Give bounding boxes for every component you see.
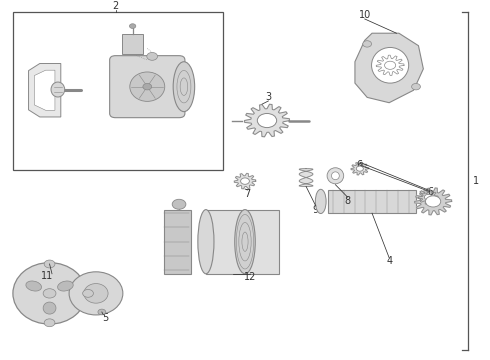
- FancyBboxPatch shape: [110, 56, 185, 118]
- Ellipse shape: [43, 302, 56, 314]
- Ellipse shape: [371, 48, 409, 83]
- Ellipse shape: [43, 289, 56, 298]
- Polygon shape: [28, 63, 61, 117]
- Ellipse shape: [363, 41, 371, 47]
- Ellipse shape: [235, 210, 255, 274]
- FancyBboxPatch shape: [328, 190, 416, 213]
- Ellipse shape: [129, 24, 136, 28]
- Ellipse shape: [356, 166, 364, 171]
- Ellipse shape: [58, 281, 73, 291]
- Polygon shape: [355, 33, 423, 103]
- Ellipse shape: [147, 53, 158, 60]
- Ellipse shape: [316, 189, 326, 213]
- Text: 6: 6: [357, 160, 363, 170]
- Text: 10: 10: [359, 10, 371, 21]
- Ellipse shape: [198, 210, 214, 274]
- Ellipse shape: [26, 281, 42, 291]
- Text: 8: 8: [344, 196, 351, 206]
- Ellipse shape: [424, 194, 432, 200]
- Text: 3: 3: [266, 93, 271, 102]
- Polygon shape: [299, 168, 313, 186]
- Polygon shape: [245, 104, 290, 137]
- Text: 12: 12: [244, 272, 256, 282]
- Ellipse shape: [83, 289, 94, 297]
- Ellipse shape: [412, 84, 420, 90]
- Text: 1: 1: [472, 176, 479, 186]
- Polygon shape: [34, 70, 55, 110]
- FancyBboxPatch shape: [206, 210, 279, 274]
- Ellipse shape: [331, 172, 339, 180]
- Ellipse shape: [69, 272, 123, 315]
- Ellipse shape: [130, 72, 165, 102]
- Text: 6: 6: [428, 187, 434, 197]
- Polygon shape: [376, 55, 404, 76]
- Bar: [13, 12, 223, 170]
- Polygon shape: [418, 190, 438, 204]
- Ellipse shape: [13, 263, 86, 324]
- Polygon shape: [234, 174, 256, 189]
- Ellipse shape: [241, 178, 249, 184]
- Ellipse shape: [425, 196, 441, 207]
- Text: 5: 5: [102, 313, 109, 323]
- Text: 7: 7: [245, 189, 250, 199]
- Polygon shape: [351, 162, 368, 175]
- Ellipse shape: [172, 199, 186, 209]
- Ellipse shape: [173, 62, 195, 112]
- Ellipse shape: [51, 82, 65, 97]
- Text: 11: 11: [41, 271, 53, 280]
- Ellipse shape: [44, 260, 55, 268]
- Ellipse shape: [44, 319, 55, 327]
- FancyBboxPatch shape: [164, 210, 191, 274]
- Ellipse shape: [257, 113, 277, 127]
- Ellipse shape: [143, 84, 152, 90]
- FancyBboxPatch shape: [122, 34, 144, 54]
- Ellipse shape: [385, 61, 396, 69]
- Text: 4: 4: [386, 256, 392, 266]
- Text: 2: 2: [112, 1, 119, 12]
- Ellipse shape: [84, 284, 108, 303]
- Ellipse shape: [98, 309, 106, 315]
- Polygon shape: [415, 188, 452, 215]
- Ellipse shape: [327, 168, 343, 184]
- Text: 9: 9: [313, 204, 319, 215]
